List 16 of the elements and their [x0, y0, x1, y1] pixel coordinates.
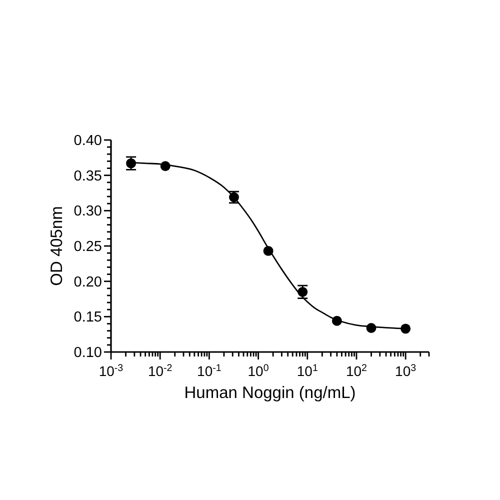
y-axis-title: OD 405nm — [48, 206, 66, 286]
x-tick-label: 10$^{-1}$ — [197, 362, 222, 379]
y-tick-label: 0.15 — [74, 310, 102, 326]
x-tick-label: 10$^{-2}$ — [148, 362, 172, 379]
y-tick-label: 0.20 — [74, 274, 102, 290]
y-tick-label: 0.40 — [74, 133, 102, 150]
y-tick-label: 0.25 — [74, 239, 102, 256]
x-tick-label: 10$^{0}$ — [248, 362, 270, 379]
y-tick-label: 0.35 — [74, 168, 102, 184]
x-tick-label: 10$^{2}$ — [346, 362, 367, 379]
x-tick-label: 10$^{3}$ — [395, 362, 417, 379]
y-tick-label: 0.30 — [74, 204, 102, 220]
x-axis-title: Human Noggin (ng/mL) — [184, 384, 356, 402]
y-tick-label: 0.10 — [74, 345, 102, 362]
x-tick-label: 10$^{-3}$ — [98, 362, 124, 379]
x-tick-label: 10$^{1}$ — [296, 362, 318, 379]
